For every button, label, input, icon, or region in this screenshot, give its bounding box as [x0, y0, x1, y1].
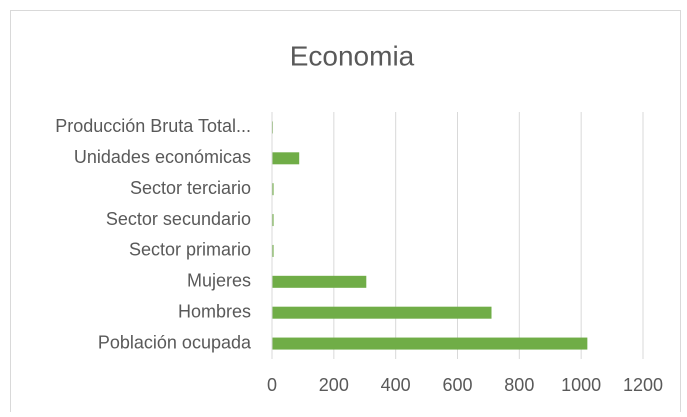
- y-tick-label: Población ocupada: [98, 332, 252, 352]
- x-tick-label: 200: [319, 375, 349, 395]
- x-tick-label: 1200: [623, 375, 663, 395]
- x-tick-label: 600: [442, 375, 472, 395]
- y-tick-label: Hombres: [178, 301, 251, 321]
- bar: [272, 214, 274, 227]
- bar: [272, 244, 274, 257]
- x-tick-label: 800: [504, 375, 534, 395]
- bar: [272, 152, 300, 165]
- chart-title: Economia: [290, 40, 415, 71]
- y-tick-label: Producción Bruta Total...: [55, 116, 251, 136]
- x-tick-label: 1000: [561, 375, 601, 395]
- x-tick-label: 400: [381, 375, 411, 395]
- bar: [272, 183, 274, 196]
- bar: [272, 337, 588, 350]
- y-tick-label: Sector primario: [129, 240, 251, 260]
- bar: [272, 306, 492, 319]
- y-tick-label: Mujeres: [187, 271, 251, 291]
- x-tick-label: 0: [267, 375, 277, 395]
- y-tick-label: Unidades económicas: [74, 147, 251, 167]
- y-tick-label: Sector terciario: [130, 178, 251, 198]
- y-tick-label: Sector secundario: [106, 209, 251, 229]
- bar: [272, 275, 367, 288]
